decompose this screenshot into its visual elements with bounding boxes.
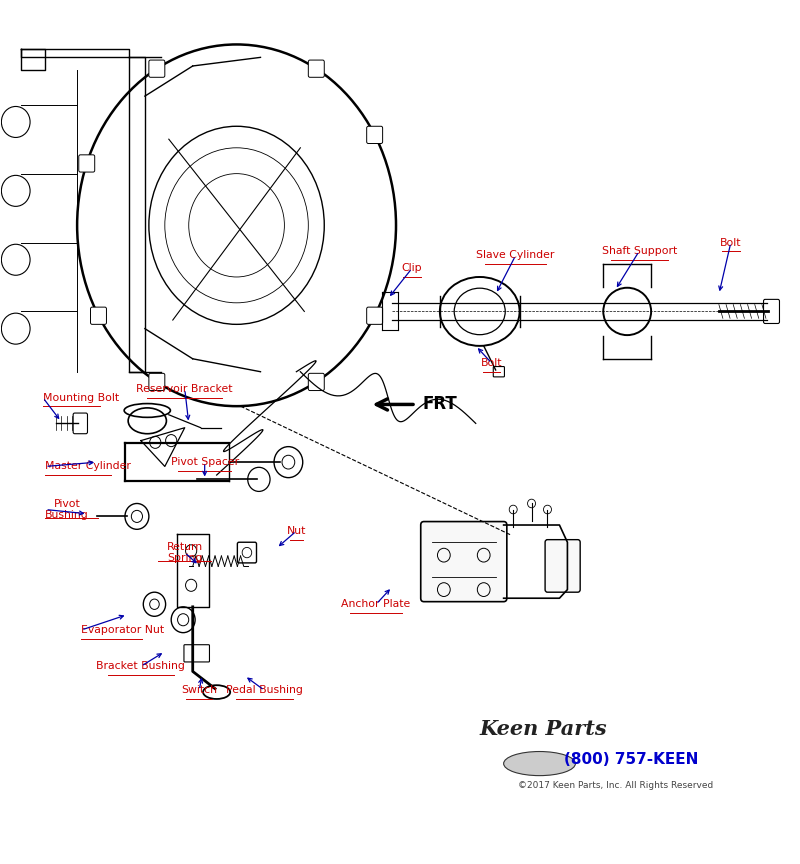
Text: Keen Parts: Keen Parts: [480, 719, 607, 739]
FancyBboxPatch shape: [184, 645, 210, 662]
FancyBboxPatch shape: [149, 373, 165, 391]
Text: Bolt: Bolt: [720, 238, 742, 247]
FancyBboxPatch shape: [78, 155, 94, 172]
Text: FRT: FRT: [422, 396, 457, 414]
Text: Master Cylinder: Master Cylinder: [46, 461, 131, 472]
Text: Anchor Plate: Anchor Plate: [342, 600, 410, 609]
FancyBboxPatch shape: [308, 60, 324, 77]
FancyBboxPatch shape: [73, 413, 87, 434]
FancyBboxPatch shape: [545, 540, 580, 592]
FancyBboxPatch shape: [366, 307, 382, 324]
Text: Switch: Switch: [181, 685, 217, 696]
Text: Shaft Support: Shaft Support: [602, 246, 677, 256]
FancyBboxPatch shape: [763, 299, 779, 323]
FancyBboxPatch shape: [494, 366, 505, 377]
FancyBboxPatch shape: [238, 543, 257, 563]
Text: Mounting Bolt: Mounting Bolt: [43, 392, 119, 403]
Text: ©2017 Keen Parts, Inc. All Rights Reserved: ©2017 Keen Parts, Inc. All Rights Reserv…: [518, 780, 713, 790]
FancyBboxPatch shape: [421, 522, 507, 601]
Text: Slave Cylinder: Slave Cylinder: [477, 251, 554, 260]
FancyBboxPatch shape: [366, 126, 382, 143]
Text: Pivot
Bushing: Pivot Bushing: [46, 499, 89, 520]
FancyBboxPatch shape: [308, 373, 324, 391]
FancyBboxPatch shape: [149, 60, 165, 77]
Text: Bolt: Bolt: [481, 358, 502, 368]
Text: Clip: Clip: [402, 264, 422, 273]
Text: Return
Spring: Return Spring: [166, 542, 203, 563]
Text: Nut: Nut: [286, 526, 306, 536]
Text: Reservoir Bracket: Reservoir Bracket: [137, 384, 233, 394]
Text: (800) 757-KEEN: (800) 757-KEEN: [564, 752, 698, 766]
Text: Evaporator Nut: Evaporator Nut: [81, 625, 164, 635]
Text: Pedal Bushing: Pedal Bushing: [226, 685, 303, 696]
FancyBboxPatch shape: [90, 307, 106, 324]
Ellipse shape: [504, 752, 575, 776]
Text: Pivot Spacer: Pivot Spacer: [170, 457, 238, 467]
Text: Bracket Bushing: Bracket Bushing: [97, 661, 186, 671]
